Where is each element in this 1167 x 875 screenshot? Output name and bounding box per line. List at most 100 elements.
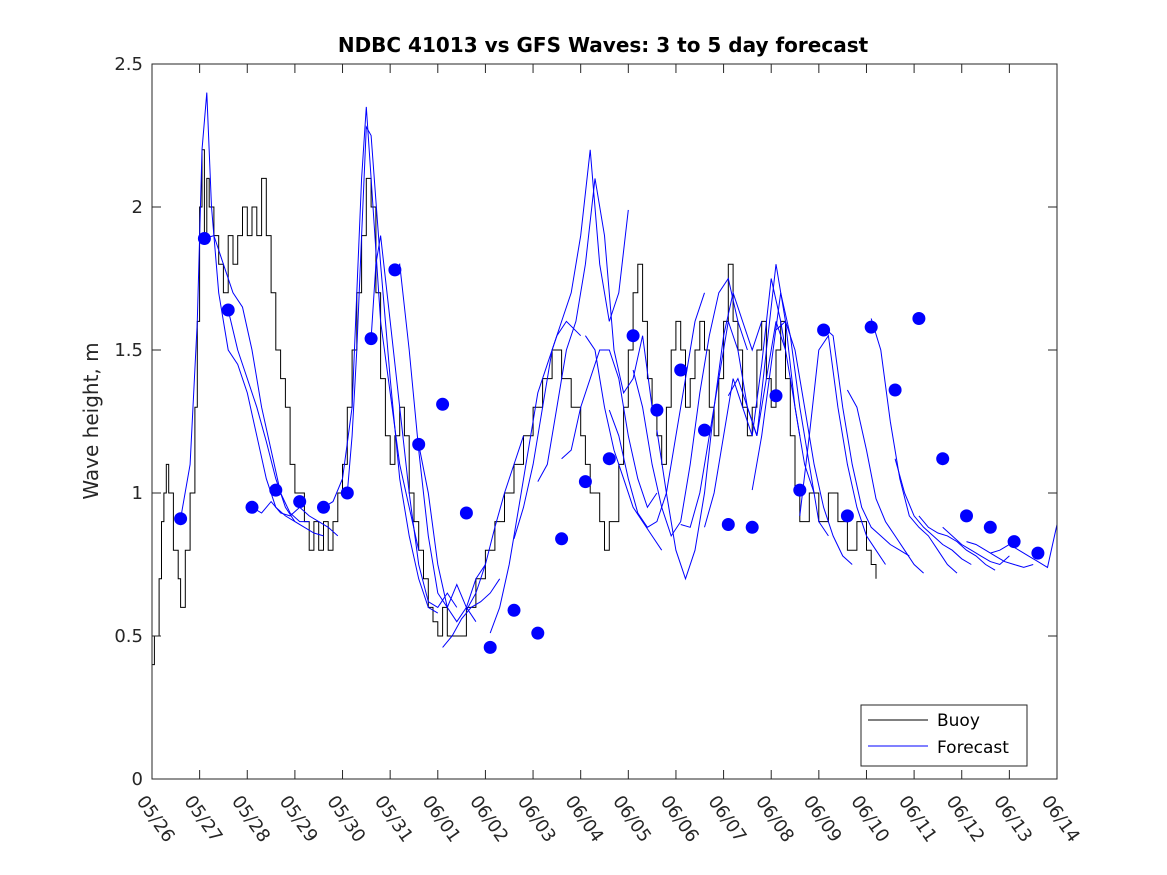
forecast-trace-line — [442, 578, 501, 648]
forecast-trace-line — [370, 235, 458, 609]
forecast-point — [388, 263, 402, 277]
y-tick-label: 0 — [132, 769, 143, 790]
plot-area — [152, 92, 1058, 666]
legend: Buoy Forecast — [860, 704, 1028, 767]
forecast-point — [793, 483, 807, 497]
forecast-trace-line — [990, 524, 1058, 569]
forecast-trace-line — [823, 326, 910, 557]
forecast-trace-line — [537, 178, 653, 482]
forecast-trace-line — [418, 444, 486, 623]
x-tick-label: 06/04 — [561, 792, 608, 847]
forecast-trace-line — [204, 234, 310, 523]
forecast-trace-line — [180, 92, 296, 523]
x-tick-label: 06/02 — [465, 792, 512, 847]
x-tick-label: 05/30 — [322, 792, 369, 847]
x-tick-label: 06/03 — [513, 792, 560, 847]
x-tick-label: 06/07 — [703, 792, 750, 847]
forecast-point — [364, 332, 378, 346]
y-axis-label: Wave height, m — [79, 342, 103, 499]
legend-buoy-label: Buoy — [937, 711, 980, 731]
axes-box — [151, 63, 1058, 780]
forecast-trace-line — [656, 290, 763, 581]
forecast-point — [412, 437, 426, 451]
forecast-point — [1031, 546, 1045, 560]
forecast-point — [721, 518, 735, 531]
x-tick-label: 06/11 — [894, 792, 941, 847]
forecast-point — [674, 363, 688, 377]
y-tick-label: 1.5 — [114, 340, 143, 361]
forecast-point — [983, 520, 997, 534]
forecast-point — [745, 520, 759, 534]
forecast-point — [555, 532, 569, 546]
forecast-trace-line — [608, 292, 705, 528]
legend-box — [860, 704, 1028, 767]
forecast-point — [174, 512, 188, 526]
y-tick-label: 2.5 — [114, 54, 143, 75]
forecast-point — [483, 640, 497, 654]
forecast-trace-line — [704, 278, 801, 528]
forecast-point — [269, 483, 283, 497]
forecast-trace-line — [465, 435, 524, 611]
x-tick-label: 05/29 — [275, 792, 322, 847]
forecast-trace-line — [394, 262, 477, 622]
forecast-point — [698, 423, 711, 437]
forecast-point — [436, 397, 450, 411]
forecast-point — [245, 500, 259, 514]
forecast-point — [817, 323, 831, 337]
forecast-trace-line — [323, 106, 420, 551]
forecast-point — [197, 232, 211, 245]
x-tick-label: 06/01 — [418, 792, 465, 847]
forecast-point — [960, 509, 973, 523]
y-tick-label: 0.5 — [114, 626, 143, 647]
forecast-trace-line — [775, 320, 853, 565]
y-tick-label: 2 — [132, 197, 143, 218]
forecast-trace-line — [799, 334, 886, 565]
forecast-point — [531, 626, 545, 640]
x-tick-label: 05/27 — [180, 792, 227, 847]
forecast-trace-line — [918, 515, 996, 571]
forecast-point — [888, 383, 902, 397]
y-tick-label: 1 — [132, 483, 143, 504]
forecast-point — [578, 475, 592, 489]
x-tick-label: 06/10 — [846, 792, 893, 847]
forecast-point — [936, 452, 950, 466]
forecast-point — [602, 452, 616, 466]
forecast-trace-line — [632, 277, 748, 538]
forecast-point — [459, 506, 473, 520]
forecast-trace-line — [727, 264, 815, 494]
forecast-trace-line — [346, 125, 439, 614]
forecast-point — [221, 303, 235, 317]
forecast-trace-line — [846, 389, 924, 574]
forecast-trace-line — [680, 321, 786, 528]
forecast-trace-line — [966, 541, 1034, 568]
x-tick-label: 06/14 — [1037, 792, 1084, 847]
forecast-trace-line — [251, 500, 339, 537]
x-tick-label: 05/28 — [227, 792, 274, 847]
x-tick-label: 06/05 — [608, 792, 655, 847]
forecast-point — [317, 500, 330, 514]
x-tick-label: 06/08 — [751, 792, 798, 847]
forecast-point — [1007, 535, 1021, 549]
forecast-point — [912, 312, 926, 325]
forecast-trace-line — [227, 309, 324, 537]
x-tick-label: 06/09 — [799, 792, 846, 847]
forecast-point — [840, 509, 854, 523]
x-tick-label: 06/06 — [656, 792, 703, 847]
forecast-point — [507, 603, 521, 617]
forecast-point — [626, 329, 640, 343]
forecast-trace-line — [584, 335, 663, 551]
forecast-trace-line — [513, 149, 629, 539]
x-tick-label: 05/31 — [370, 792, 417, 847]
buoy-series-line — [152, 149, 877, 666]
chart-title: NDBC 41013 vs GFS Waves: 3 to 5 day fore… — [338, 33, 869, 57]
forecast-point — [293, 495, 307, 509]
forecast-trace-line — [561, 349, 658, 509]
forecast-point — [864, 320, 878, 334]
forecast-point — [769, 389, 783, 403]
forecast-trace-line — [489, 320, 582, 634]
forecast-trace-line — [870, 318, 958, 574]
legend-forecast-label: Forecast — [937, 738, 1009, 758]
forecast-point — [340, 486, 354, 500]
x-tick-label: 05/26 — [132, 792, 179, 847]
